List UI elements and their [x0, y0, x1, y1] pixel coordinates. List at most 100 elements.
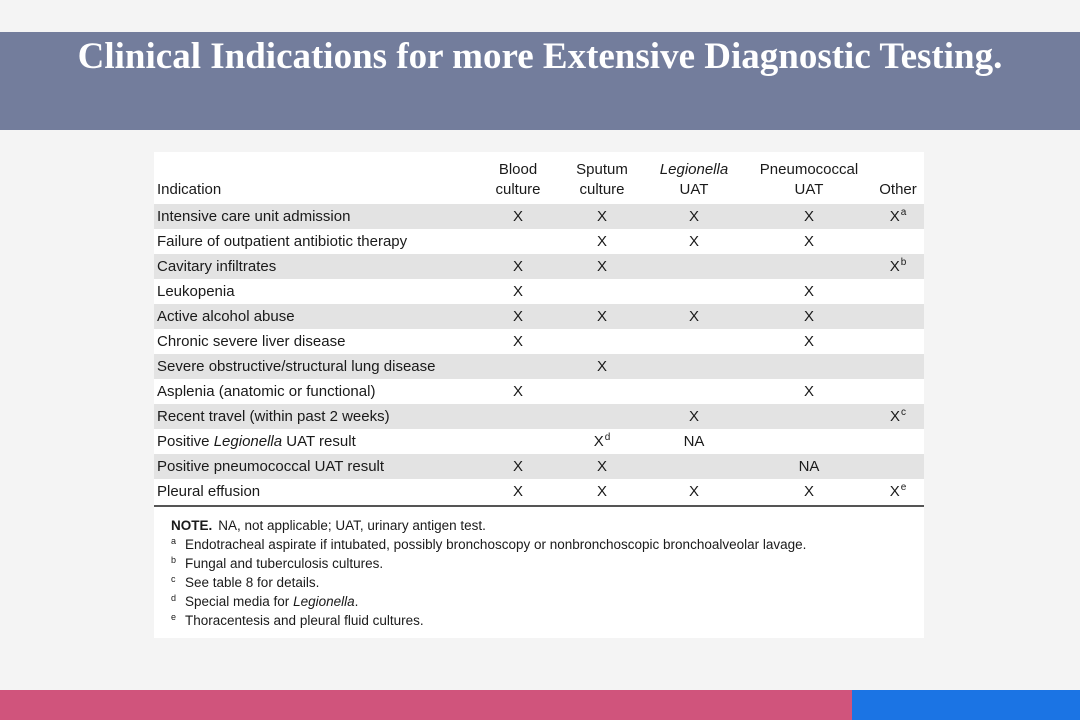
sputum-culture-cell: X — [562, 454, 642, 479]
header-pneumococcal-uat: Pneumococcal UAT — [746, 152, 872, 204]
footnote-marker: d — [604, 432, 611, 443]
blood-culture-cell — [474, 429, 562, 454]
cell-value: X — [688, 483, 699, 500]
table-row: Failure of outpatient antibiotic therapy… — [154, 229, 924, 254]
header-line: culture — [495, 181, 541, 198]
pneumococcal-uat-cell — [746, 354, 872, 379]
footnote-key: b — [171, 555, 177, 565]
indication-text: Chronic severe liver disease — [157, 333, 346, 350]
sputum-culture-cell: X — [562, 479, 642, 504]
blood-culture-cell: X — [474, 279, 562, 304]
cell-value: X — [596, 358, 607, 375]
cell-value: X — [596, 483, 607, 500]
indication-text: Severe obstructive/structural lung disea… — [157, 358, 436, 375]
pneumococcal-uat-cell: X — [746, 329, 872, 354]
cell-value: X — [512, 283, 523, 300]
indication-text: Positive — [157, 433, 214, 450]
sputum-culture-cell — [562, 404, 642, 429]
pneumococcal-uat-cell — [746, 254, 872, 279]
header-indication: Indication — [154, 152, 474, 204]
footnote-key: c — [171, 574, 176, 584]
sputum-culture-cell: X — [562, 254, 642, 279]
footnote-marker: c — [901, 407, 906, 418]
footnote-text: Endotracheal aspirate if intubated, poss… — [185, 535, 806, 554]
indication-cell: Cavitary infiltrates — [154, 254, 474, 279]
indication-text: Positive pneumococcal UAT result — [157, 458, 385, 475]
footnote-text: See table 8 for details. — [185, 573, 319, 592]
footnote-text-part: See table 8 for details. — [185, 575, 320, 590]
indication-italic-text: Legionella — [213, 433, 283, 450]
other-cell: Xb — [872, 254, 924, 279]
legionella-uat-cell: X — [642, 304, 746, 329]
cell-value: X — [889, 258, 900, 275]
indication-cell: Severe obstructive/structural lung disea… — [154, 354, 474, 379]
cell-value: X — [803, 208, 814, 225]
table-row: Intensive care unit admission X X X X Xa — [154, 204, 924, 229]
other-cell: Xe — [872, 479, 924, 504]
table-row: Asplenia (anatomic or functional) X X — [154, 379, 924, 404]
pneumococcal-uat-cell: X — [746, 379, 872, 404]
indications-table: Indication Blood culture Sputum culture Legio… — [154, 152, 924, 504]
blood-culture-cell — [474, 229, 562, 254]
cell-value: X — [596, 208, 607, 225]
footnote-text-part: Thoracentesis and pleural fluid cultures… — [185, 613, 424, 628]
pneumococcal-uat-cell: X — [746, 204, 872, 229]
indication-cell: Leukopenia — [154, 279, 474, 304]
sputum-culture-cell — [562, 379, 642, 404]
cell-value: X — [889, 483, 900, 500]
cell-value: X — [688, 208, 699, 225]
other-cell — [872, 279, 924, 304]
blood-culture-cell — [474, 354, 562, 379]
table-header: Indication Blood culture Sputum culture Legio… — [154, 152, 924, 204]
other-cell — [872, 329, 924, 354]
table-row: Active alcohol abuse X X X X — [154, 304, 924, 329]
cell-value: X — [512, 258, 523, 275]
cell-value: X — [596, 308, 607, 325]
blood-culture-cell: X — [474, 454, 562, 479]
table-row: Cavitary infiltrates X X Xb — [154, 254, 924, 279]
indication-text: Pleural effusion — [157, 483, 261, 500]
footnote-text-part: Fungal and tuberculosis cultures. — [185, 556, 384, 571]
cell-value: X — [688, 308, 699, 325]
pneumococcal-uat-cell: X — [746, 479, 872, 504]
header-other: Other — [872, 152, 924, 204]
blood-culture-cell: X — [474, 329, 562, 354]
footnote-row: c See table 8 for details. — [171, 573, 911, 592]
sputum-culture-cell: X — [562, 354, 642, 379]
footnote-key: d — [171, 593, 177, 603]
header-line: UAT — [794, 181, 824, 198]
title-bar — [0, 32, 1080, 130]
cell-value: X — [889, 408, 900, 425]
legionella-uat-cell — [642, 379, 746, 404]
cell-value: X — [688, 408, 699, 425]
footnote-italic-part: Legionella — [293, 594, 355, 609]
cell-value: X — [512, 333, 523, 350]
indication-cell: Positive pneumococcal UAT result — [154, 454, 474, 479]
other-cell — [872, 229, 924, 254]
table-row: Positive Legionella UAT result Xd NA — [154, 429, 924, 454]
other-cell: Xc — [872, 404, 924, 429]
cell-value: X — [803, 283, 814, 300]
legionella-uat-cell — [642, 454, 746, 479]
header-line: Sputum — [576, 161, 628, 178]
footnote-marker: e — [900, 482, 907, 493]
sputum-culture-cell: X — [562, 204, 642, 229]
sputum-culture-cell: X — [562, 229, 642, 254]
cell-value: NA — [798, 458, 820, 475]
pneumococcal-uat-cell: NA — [746, 454, 872, 479]
legionella-uat-cell: X — [642, 479, 746, 504]
legionella-uat-cell: X — [642, 404, 746, 429]
sputum-culture-cell: X — [562, 304, 642, 329]
cell-value: X — [803, 333, 814, 350]
cell-value: X — [512, 308, 523, 325]
legionella-uat-cell — [642, 254, 746, 279]
note-line: NOTE. NA, not applicable; UAT, urinary an… — [171, 516, 911, 535]
bottom-blue-bar — [852, 690, 1080, 720]
header-line: culture — [579, 181, 625, 198]
cell-value: X — [512, 383, 523, 400]
table-row: Severe obstructive/structural lung disea… — [154, 354, 924, 379]
pneumococcal-uat-cell: X — [746, 279, 872, 304]
footnote-row: a Endotracheal aspirate if intubated, pos… — [171, 535, 911, 554]
indication-text: Cavitary infiltrates — [157, 258, 277, 275]
blood-culture-cell: X — [474, 254, 562, 279]
